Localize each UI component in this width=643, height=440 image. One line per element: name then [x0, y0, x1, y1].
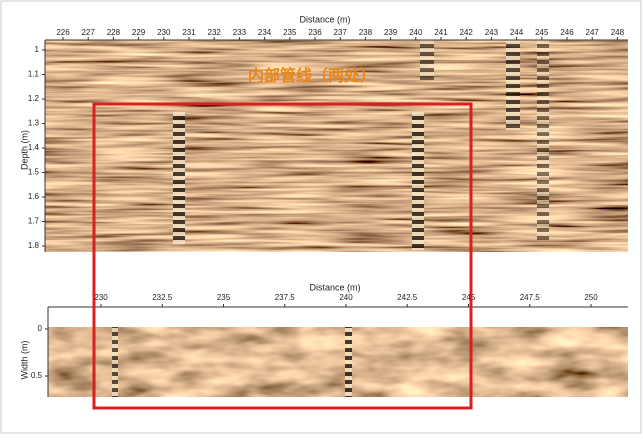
y-axis-label: Depth (m) — [19, 130, 29, 170]
x-tick-label: 236 — [308, 28, 322, 37]
y-axis-label: Width (m) — [19, 341, 29, 380]
x-tick-label: 250 — [584, 293, 598, 302]
x-tick-label: 241 — [434, 28, 448, 37]
x-tick-label: 247.5 — [520, 293, 541, 302]
annotation: 内部管线（两处） — [248, 66, 376, 85]
x-tick-label: 232.5 — [152, 293, 173, 302]
x-tick-label: 248 — [611, 28, 625, 37]
x-tick-label: 227 — [82, 28, 96, 37]
x-tick-label: 238 — [359, 28, 373, 37]
x-tick-label: 234 — [258, 28, 272, 37]
x-tick-label: 245 — [462, 293, 476, 302]
x-tick-label: 228 — [107, 28, 121, 37]
y-tick-label: 1.4 — [28, 143, 40, 152]
x-axis-label: Distance (m) — [299, 14, 350, 24]
x-tick-label: 235 — [283, 28, 297, 37]
x-tick-label: 240 — [409, 28, 423, 37]
x-tick-label: 242.5 — [397, 293, 418, 302]
x-tick-label: 243 — [485, 28, 499, 37]
y-tick-label: 0 — [38, 324, 43, 333]
x-tick-label: 230 — [157, 28, 171, 37]
x-tick-label: 237.5 — [275, 293, 296, 302]
x-tick-label: 229 — [132, 28, 146, 37]
y-tick-label: 0.5 — [31, 371, 43, 380]
pipe-signature — [173, 112, 185, 244]
x-tick-label: 245 — [535, 28, 549, 37]
y-tick-label: 1.5 — [28, 168, 40, 177]
y-tick-label: 1.6 — [28, 192, 40, 201]
pipe-signature — [412, 112, 424, 250]
x-tick-label: 230 — [94, 293, 108, 302]
pipe-signature — [537, 40, 549, 240]
pipe-signature — [420, 40, 434, 80]
x-tick-label: 235 — [217, 293, 231, 302]
x-tick-label: 247 — [586, 28, 600, 37]
radargram-top — [45, 40, 628, 252]
x-tick-label: 242 — [460, 28, 474, 37]
x-axis-label: Distance (m) — [309, 282, 360, 292]
x-tick-label: 233 — [233, 28, 247, 37]
radargram-bottom — [48, 327, 628, 397]
y-tick-label: 1.8 — [28, 241, 40, 250]
x-tick-label: 244 — [510, 28, 524, 37]
x-tick-label: 232 — [208, 28, 222, 37]
y-tick-label: 1.1 — [28, 70, 40, 79]
x-tick-label: 239 — [384, 28, 398, 37]
y-tick-label: 1.2 — [28, 94, 40, 103]
y-tick-label: 1 — [35, 45, 40, 54]
highlight-box — [92, 102, 473, 410]
x-tick-label: 231 — [182, 28, 196, 37]
x-tick-label: 226 — [56, 28, 70, 37]
pipe-signature — [112, 327, 118, 397]
pipe-signature — [506, 40, 520, 130]
y-tick-label: 1.7 — [28, 217, 40, 226]
x-tick-label: 237 — [334, 28, 348, 37]
x-tick-label: 240 — [339, 293, 353, 302]
y-tick-label: 1.3 — [28, 119, 40, 128]
pipe-signature — [345, 327, 352, 397]
x-tick-label: 246 — [560, 28, 574, 37]
